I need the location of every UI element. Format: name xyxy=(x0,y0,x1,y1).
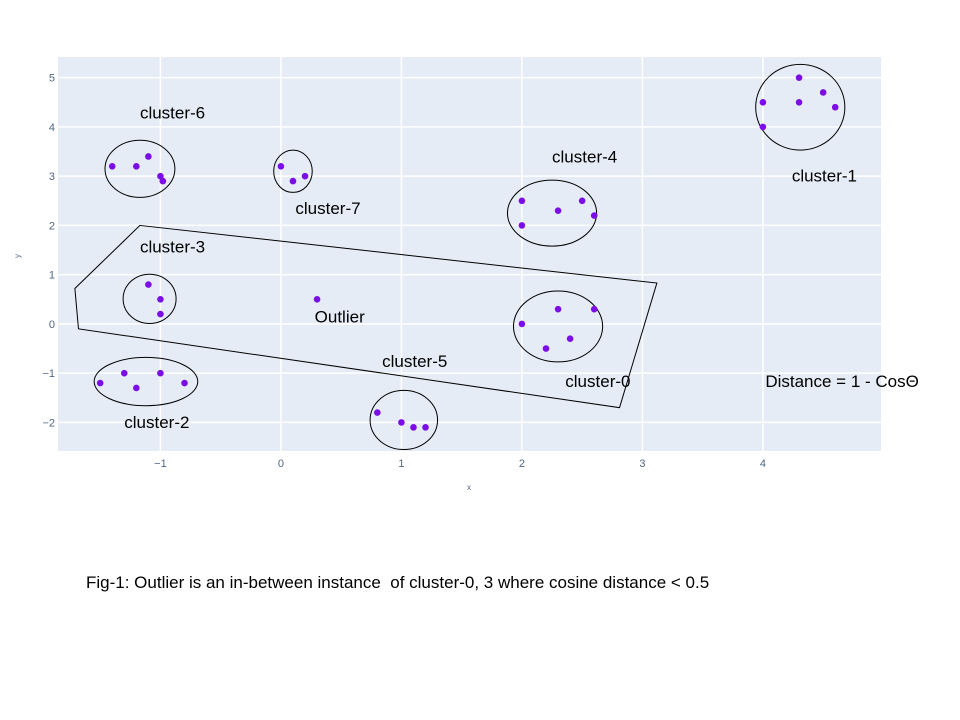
data-point xyxy=(157,369,164,377)
cluster-4-outline xyxy=(506,179,598,247)
data-point xyxy=(819,89,827,96)
annotation-label: Distance = 1 - CosΘ xyxy=(765,372,919,391)
y-tick-label: −2 xyxy=(42,417,55,429)
data-point xyxy=(578,197,586,205)
x-tick-label: 4 xyxy=(760,458,766,470)
y-tick-label: 1 xyxy=(49,270,55,282)
data-point xyxy=(157,172,164,180)
y-tick-label: 3 xyxy=(49,171,55,183)
data-point xyxy=(759,123,767,131)
data-point xyxy=(542,345,550,352)
annotation-label: cluster-0 xyxy=(565,372,630,391)
cosine-region-polygon xyxy=(74,224,658,409)
data-point xyxy=(313,296,321,303)
annotation-label: Outlier xyxy=(315,307,365,326)
data-point xyxy=(301,172,309,180)
data-point xyxy=(157,310,164,318)
annotations: cluster-6 cluster-7 cluster-4 cluster-1 clus… xyxy=(124,104,919,432)
data-point xyxy=(554,207,562,214)
data-point xyxy=(518,222,526,229)
data-point xyxy=(133,163,140,170)
cluster-shapes xyxy=(74,63,846,451)
x-tick-label: 3 xyxy=(639,458,645,470)
data-point xyxy=(554,305,562,313)
data-point xyxy=(145,153,152,160)
x-tick-label: 0 xyxy=(278,458,284,470)
y-tick-label: 2 xyxy=(49,220,55,232)
annotation-label: cluster-6 xyxy=(140,104,205,123)
data-point xyxy=(181,379,188,387)
data-point xyxy=(159,177,167,185)
data-point xyxy=(120,369,128,377)
data-point xyxy=(831,103,839,111)
data-point xyxy=(96,379,104,387)
data-point xyxy=(157,296,164,303)
cluster-2-outline xyxy=(93,356,199,407)
data-point xyxy=(590,305,598,313)
data-point xyxy=(108,163,116,170)
data-point xyxy=(518,197,526,205)
x-axis-title: x xyxy=(467,483,471,492)
y-tick-label: 4 xyxy=(49,122,55,134)
y-tick-label: 0 xyxy=(49,319,55,331)
data-point xyxy=(590,212,598,219)
data-point xyxy=(133,384,140,392)
data-points xyxy=(96,74,839,431)
data-point xyxy=(795,74,803,81)
y-axis-title: y xyxy=(13,254,22,258)
data-point xyxy=(289,177,297,185)
cluster-6-outline xyxy=(104,139,176,198)
x-tick-label: 1 xyxy=(398,458,404,470)
cluster-3-outline xyxy=(122,273,177,324)
y-tick-label: −1 xyxy=(42,368,55,380)
data-point xyxy=(518,320,526,328)
cluster-5-outline xyxy=(369,389,439,451)
data-point xyxy=(277,163,285,170)
cluster-7-outline xyxy=(273,149,313,193)
data-point xyxy=(374,409,381,416)
annotation-label: cluster-7 xyxy=(295,199,360,218)
x-axis-ticks: −1 0 1 2 3 4 xyxy=(154,458,766,470)
cluster-0-outline xyxy=(512,290,604,363)
data-point xyxy=(566,335,574,343)
data-point xyxy=(398,419,405,426)
y-tick-label: 5 xyxy=(49,73,55,85)
annotation-label: cluster-2 xyxy=(124,413,189,432)
cluster-1-outline xyxy=(755,63,846,151)
figure-caption: Fig-1: Outlier is an in-between instance… xyxy=(86,573,710,592)
data-point xyxy=(145,281,152,288)
x-tick-label: 2 xyxy=(519,458,525,470)
data-point xyxy=(410,424,417,431)
annotation-label: cluster-5 xyxy=(382,352,447,371)
annotation-label: cluster-1 xyxy=(792,167,857,186)
annotation-label: cluster-4 xyxy=(552,147,617,166)
data-point xyxy=(759,99,767,106)
data-point xyxy=(422,424,429,431)
annotation-label: cluster-3 xyxy=(140,238,205,257)
x-tick-label: −1 xyxy=(154,458,167,470)
data-point xyxy=(795,99,803,106)
y-axis-ticks: −2 −1 0 1 2 3 4 5 xyxy=(42,73,55,430)
